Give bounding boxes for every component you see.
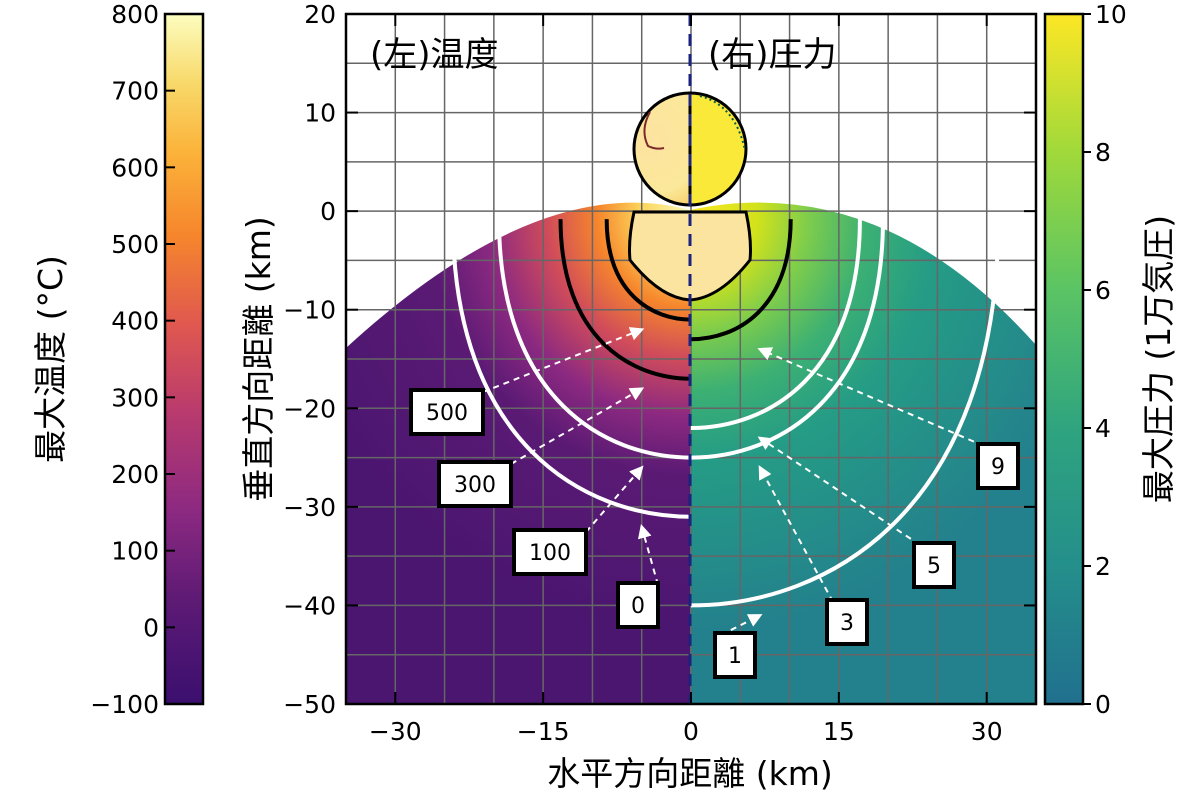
temperature-colorbar-ticks: 800 700 600 500 400 300 200 100 0 −100: [90, 0, 175, 719]
x-tick-label: 15: [823, 717, 855, 746]
temperature-colorbar: [163, 12, 205, 706]
annotation-box: [616, 581, 660, 629]
y-tick-label: 20: [304, 0, 336, 29]
temperature-colorbar-tick-label: 500: [111, 230, 159, 259]
y-tick-label: −50: [283, 690, 336, 719]
target-body-temperature: [346, 202, 690, 704]
y-tick-label: 10: [304, 99, 336, 128]
temperature-colorbar-tick-label: 400: [111, 307, 159, 336]
pressure-colorbar-tick-label: 6: [1095, 276, 1111, 305]
temperature-contour-100: [497, 219, 692, 460]
pressure-colorbar-tick-label: 2: [1095, 552, 1111, 581]
temperature-colorbar-tick-label: −100: [90, 690, 159, 719]
impactor-pressure-rim: [699, 95, 746, 151]
annotation-box: [976, 442, 1020, 490]
annotation-arrow: [757, 347, 985, 447]
annotation-arrow: [585, 465, 644, 533]
temperature-contour-300: [558, 219, 692, 381]
y-axis-label: 垂直方向距離 (km): [239, 216, 278, 502]
temperature-colorbar-label: 最大温度 (°C): [31, 255, 70, 463]
pressure-contour-9: [690, 219, 793, 342]
contours: [450, 219, 1001, 608]
x-tick-label: −15: [517, 717, 570, 746]
annotation-box: [825, 598, 869, 646]
temperature-colorbar-tick-label: 600: [111, 153, 159, 182]
pressure-contour-1: [690, 219, 1001, 608]
annotation-arrow: [758, 465, 834, 603]
annotation-label: 9: [991, 455, 1005, 480]
temperature-colorbar-tick-label: 200: [111, 460, 159, 489]
y-tick-label: −40: [283, 591, 336, 620]
pressure-colorbar-tick-label: 0: [1095, 690, 1111, 719]
pressure-colorbar-tick-label: 4: [1095, 414, 1111, 443]
x-tick-label: 30: [971, 717, 1003, 746]
annotation-box: [409, 388, 485, 436]
annotation-label: 100: [529, 541, 571, 566]
plot-area: [346, 14, 1036, 704]
pressure-colorbar-tick-label: 10: [1095, 0, 1127, 29]
temperature-colorbar-tick-label: 700: [111, 77, 159, 106]
annotation-label: 5: [927, 554, 941, 579]
y-tick-label: 0: [320, 197, 336, 226]
annotation-label: 300: [454, 473, 496, 498]
annotation-label: 1: [728, 644, 742, 669]
annotation-label: 0: [631, 594, 645, 619]
x-tick-label: 0: [683, 717, 699, 746]
temperature-colorbar-tick-label: 0: [143, 613, 159, 642]
annotation-box: [512, 528, 588, 576]
annotation-box: [912, 541, 956, 589]
temperature-colorbar-tick-label: 300: [111, 383, 159, 412]
pressure-colorbar-tick-label: 8: [1095, 138, 1111, 167]
impactor-pressure: [688, 91, 748, 207]
pressure-colorbar: [1043, 12, 1085, 706]
temperature-contour-500: [604, 219, 692, 322]
temperature-colorbar-tick-label: 800: [111, 0, 159, 29]
left-panel-label: (左)温度: [370, 35, 499, 75]
pressure-colorbar-ticks: 10 8 6 4 2 0: [1083, 0, 1127, 719]
annotation-arrow: [720, 614, 763, 636]
pressure-colorbar-label: 最大圧力 (1万気圧): [1139, 215, 1178, 503]
y-tick-label: −20: [283, 394, 336, 423]
y-tick-label: −30: [283, 493, 336, 522]
annotation-label: 3: [840, 611, 854, 636]
y-tick-label: −10: [283, 296, 336, 325]
impactor-hot-rim: [643, 111, 665, 150]
pressure-contour-5: [690, 219, 862, 430]
annotation-label: 500: [426, 401, 468, 426]
contour-annotations: 500 300 100 0 9 5 3 1: [409, 327, 1020, 679]
x-tick-label: −30: [369, 717, 422, 746]
annotation-box: [713, 631, 757, 679]
x-axis-label: 水平方向距離 (km): [547, 754, 833, 793]
temperature-colorbar-tick-label: 100: [111, 537, 159, 566]
annotation-box: [437, 460, 513, 508]
pressure-contour-3: [690, 219, 885, 460]
right-panel-label: (右)圧力: [708, 35, 837, 75]
annotation-arrow: [510, 387, 645, 465]
